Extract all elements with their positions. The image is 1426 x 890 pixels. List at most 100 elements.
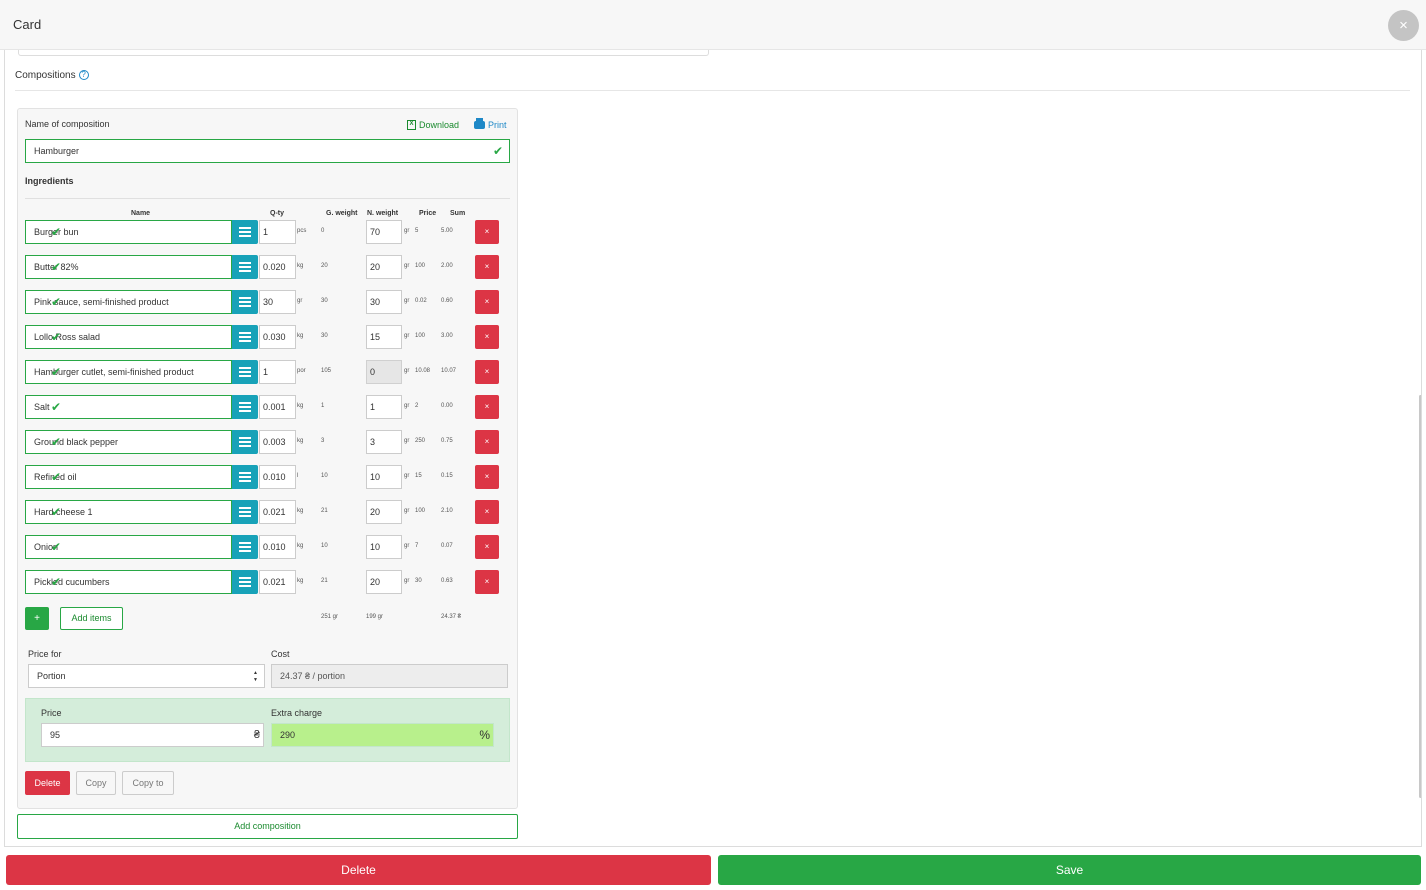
remove-ingredient-button[interactable]: ×	[475, 500, 499, 524]
remove-ingredient-button[interactable]: ×	[475, 430, 499, 454]
ingredient-name-value: Refined oil	[34, 472, 77, 482]
quantity-input[interactable]: 0.003	[259, 430, 296, 454]
price-value: 15	[415, 473, 422, 479]
ingredient-name-input[interactable]: Burger bun ✔	[25, 220, 232, 244]
composition-name-input[interactable]: Hamburger ✔	[25, 139, 510, 163]
column-header-sum: Sum	[450, 210, 466, 217]
partial-input-field[interactable]	[18, 50, 709, 56]
net-weight-input[interactable]: 20	[366, 500, 402, 524]
ingredient-list-button[interactable]	[232, 255, 258, 279]
close-icon: ×	[484, 297, 490, 306]
gross-weight-value: 1	[321, 403, 325, 409]
print-label: Print	[488, 120, 507, 130]
remove-ingredient-button[interactable]: ×	[475, 395, 499, 419]
ingredient-list-button[interactable]	[232, 500, 258, 524]
net-weight-input[interactable]: 10	[366, 535, 402, 559]
close-button[interactable]: ×	[1388, 10, 1419, 41]
net-weight-input[interactable]: 15	[366, 325, 402, 349]
quantity-unit: kg	[297, 263, 304, 269]
ingredient-name-input[interactable]: Onion ✔	[25, 535, 232, 559]
close-icon: ×	[484, 402, 490, 411]
gross-weight-value: 10	[321, 543, 328, 549]
remove-ingredient-button[interactable]: ×	[475, 290, 499, 314]
quantity-input[interactable]: 0.001	[259, 395, 296, 419]
remove-ingredient-button[interactable]: ×	[475, 535, 499, 559]
quantity-unit: kg	[297, 543, 304, 549]
price-input[interactable]: 95 ₴	[41, 723, 264, 747]
remove-ingredient-button[interactable]: ×	[475, 360, 499, 384]
quantity-input[interactable]: 1	[259, 220, 296, 244]
ingredient-list-button[interactable]	[232, 220, 258, 244]
net-weight-input[interactable]: 30	[366, 290, 402, 314]
ingredient-name-input[interactable]: Salt ✔	[25, 395, 232, 419]
ingredient-list-button[interactable]	[232, 395, 258, 419]
net-weight-input[interactable]: 20	[366, 255, 402, 279]
ingredient-name-input[interactable]: Hamburger cutlet, semi-finished product ✔	[25, 360, 232, 384]
quantity-unit: kg	[297, 438, 304, 444]
net-weight-input[interactable]: 70	[366, 220, 402, 244]
ingredient-name-input[interactable]: Pink sauce, semi-finished product ✔	[25, 290, 232, 314]
print-link[interactable]: Print	[474, 118, 507, 130]
download-link[interactable]: X Download	[407, 120, 459, 130]
ingredient-name-input[interactable]: Refined oil ✔	[25, 465, 232, 489]
price-value: 10.08	[415, 368, 431, 374]
quantity-input[interactable]: 0.020	[259, 255, 296, 279]
price-value: 0.02	[415, 298, 427, 304]
help-icon[interactable]: ?	[78, 70, 89, 80]
close-icon: ×	[484, 507, 490, 516]
add-ingredient-button[interactable]: +	[25, 607, 49, 630]
save-button[interactable]: Save	[718, 855, 1421, 885]
remove-ingredient-button[interactable]: ×	[475, 255, 499, 279]
add-items-button[interactable]: Add items	[60, 607, 123, 630]
quantity-input[interactable]: 0.010	[259, 465, 296, 489]
ingredient-name-input[interactable]: Pickled cucumbers ✔	[25, 570, 232, 594]
ingredient-list-button[interactable]	[232, 535, 258, 559]
net-weight-input[interactable]: 1	[366, 395, 402, 419]
ingredient-list-button[interactable]	[232, 360, 258, 384]
ingredient-name-input[interactable]: Butter 82% ✔	[25, 255, 232, 279]
ingredient-row: Hard cheese 1 ✔ 0.021 kg 21 20 gr 100 2.10 ×	[25, 500, 505, 524]
net-weight-input[interactable]: 10	[366, 465, 402, 489]
quantity-input[interactable]: 0.021	[259, 500, 296, 524]
ingredient-row: Ground black pepper ✔ 0.003 kg 3 3 gr 250 0.75 ×	[25, 430, 505, 454]
ingredient-list-button[interactable]	[232, 325, 258, 349]
net-weight-input[interactable]: 3	[366, 430, 402, 454]
ingredient-name-input[interactable]: Hard cheese 1 ✔	[25, 500, 232, 524]
copy-to-button[interactable]: Copy to	[122, 771, 174, 795]
remove-ingredient-button[interactable]: ×	[475, 570, 499, 594]
ingredient-name-value: Hamburger cutlet, semi-finished product	[34, 367, 194, 377]
net-weight-unit: gr	[404, 298, 410, 304]
copy-button[interactable]: Copy	[76, 771, 116, 795]
modal-content: Compositions? Name of composition X Down…	[4, 50, 1422, 847]
check-icon: ✔	[51, 366, 62, 378]
ingredient-list-button[interactable]	[232, 430, 258, 454]
quantity-input[interactable]: 30	[259, 290, 296, 314]
ingredient-list-button[interactable]	[232, 570, 258, 594]
quantity-input[interactable]: 1	[259, 360, 296, 384]
cost-value: 24.37 ₴ / portion	[280, 671, 346, 681]
divider	[15, 90, 1410, 91]
ingredient-list-button[interactable]	[232, 465, 258, 489]
add-composition-button[interactable]: Add composition	[17, 814, 518, 839]
scrollbar-thumb[interactable]	[1419, 395, 1421, 798]
ingredient-name-input[interactable]: Lollo Ross salad ✔	[25, 325, 232, 349]
ingredient-name-value: Hard cheese 1	[34, 507, 93, 517]
close-icon: ×	[484, 367, 490, 376]
extra-charge-input[interactable]: 290 %	[271, 723, 494, 747]
ingredient-name-value: Pickled cucumbers	[34, 577, 110, 587]
net-weight-input[interactable]: 20	[366, 570, 402, 594]
delete-button[interactable]: Delete	[6, 855, 711, 885]
ingredient-list-button[interactable]	[232, 290, 258, 314]
composition-panel: Name of composition X Download Print Ham…	[17, 108, 518, 809]
price-for-select[interactable]: Portion ▲ ▼	[28, 664, 265, 688]
quantity-input[interactable]: 0.010	[259, 535, 296, 559]
delete-composition-button[interactable]: Delete	[25, 771, 70, 795]
remove-ingredient-button[interactable]: ×	[475, 220, 499, 244]
quantity-input[interactable]: 0.021	[259, 570, 296, 594]
quantity-input[interactable]: 0.030	[259, 325, 296, 349]
compositions-title: Compositions	[15, 70, 76, 81]
remove-ingredient-button[interactable]: ×	[475, 465, 499, 489]
close-icon: ×	[484, 577, 490, 586]
ingredient-name-input[interactable]: Ground black pepper ✔	[25, 430, 232, 454]
remove-ingredient-button[interactable]: ×	[475, 325, 499, 349]
